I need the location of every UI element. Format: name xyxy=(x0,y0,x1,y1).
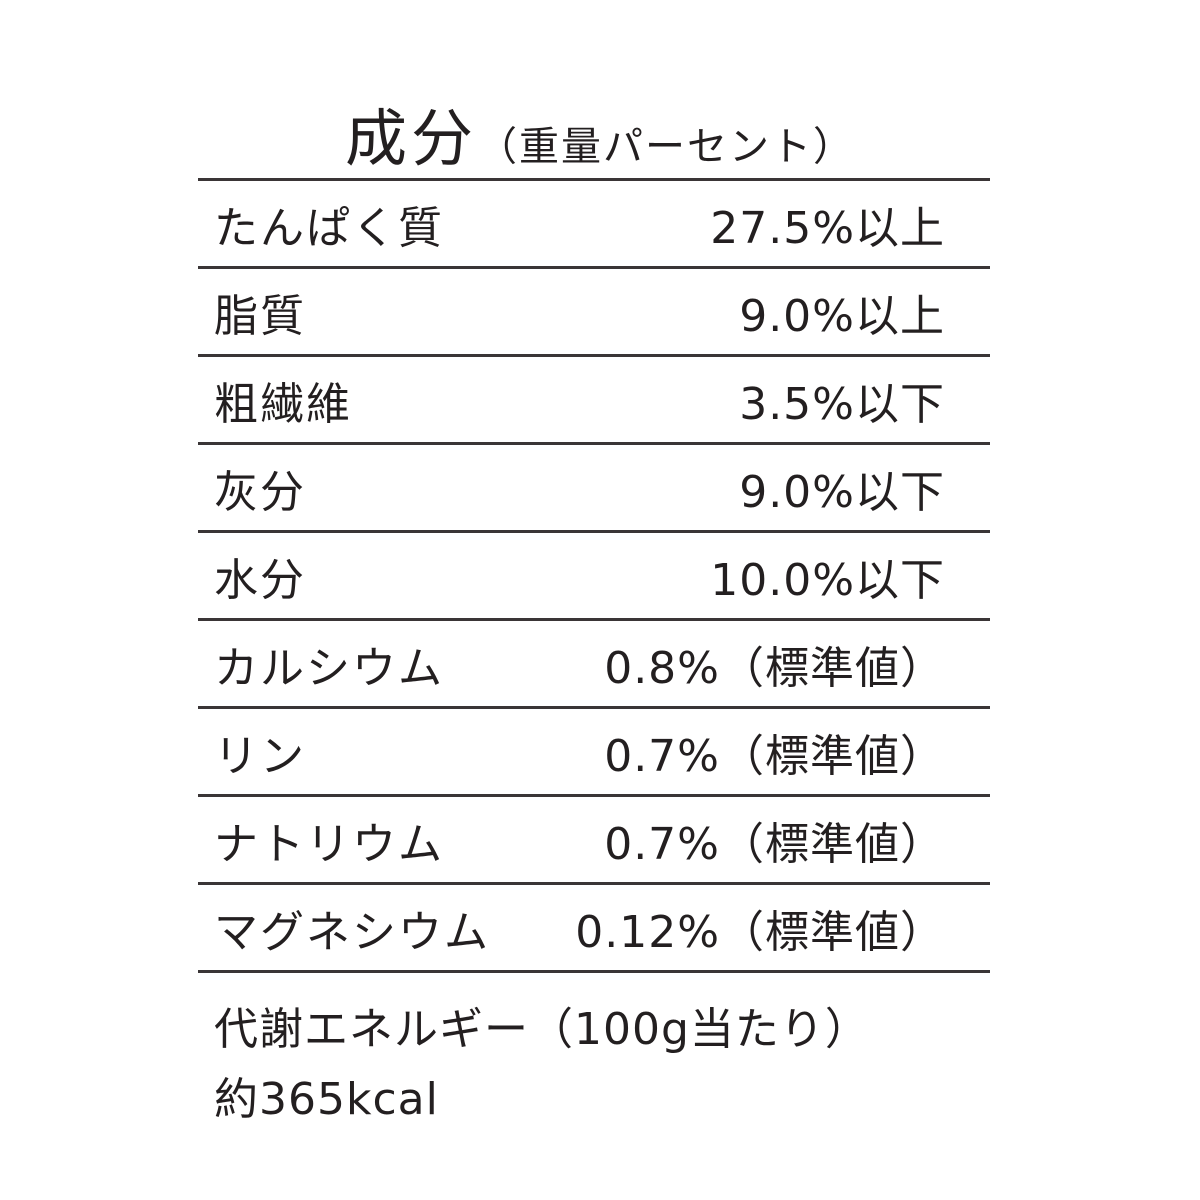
row-name: 脂質 xyxy=(214,290,306,342)
divider xyxy=(198,530,990,533)
table-row: 粗繊維 3.5%以下 xyxy=(198,357,990,442)
row-name: マグネシウム xyxy=(214,906,490,958)
row-name: ナトリウム xyxy=(214,818,444,870)
divider xyxy=(198,618,990,621)
row-value: 0.8%（標準値） xyxy=(604,642,945,694)
energy-value: 約365kcal xyxy=(214,1074,439,1125)
table-row: 脂質 9.0%以上 xyxy=(198,269,990,354)
row-name: リン xyxy=(214,730,306,782)
row-name: たんぱく質 xyxy=(214,202,444,254)
title-sub: （重量パーセント） xyxy=(477,124,855,170)
table-row: 水分 10.0%以下 xyxy=(198,533,990,618)
divider xyxy=(198,354,990,357)
row-name: カルシウム xyxy=(214,642,444,694)
table-row: 灰分 9.0%以下 xyxy=(198,445,990,530)
table-row: たんぱく質 27.5%以上 xyxy=(198,181,990,266)
row-value: 0.12%（標準値） xyxy=(575,906,945,958)
energy-note: 代謝エネルギー（100g当たり） 約365kcal xyxy=(214,995,870,1135)
table-row: マグネシウム 0.12%（標準値） xyxy=(198,885,990,970)
row-value: 3.5%以下 xyxy=(739,378,945,430)
divider xyxy=(198,178,990,181)
title-main: 成分 xyxy=(344,102,477,175)
energy-label: 代謝エネルギー（100g当たり） xyxy=(214,1004,870,1055)
divider xyxy=(198,970,990,973)
row-name: 粗繊維 xyxy=(214,378,352,430)
row-value: 0.7%（標準値） xyxy=(604,818,945,870)
divider xyxy=(198,794,990,797)
row-name: 灰分 xyxy=(214,466,306,518)
row-value: 10.0%以下 xyxy=(710,554,945,606)
table-row: ナトリウム 0.7%（標準値） xyxy=(198,797,990,882)
divider xyxy=(198,442,990,445)
row-name: 水分 xyxy=(214,554,306,606)
row-value: 27.5%以上 xyxy=(710,202,945,254)
table-row: リン 0.7%（標準値） xyxy=(198,709,990,794)
divider xyxy=(198,706,990,709)
ingredients-table: たんぱく質 27.5%以上 脂質 9.0%以上 粗繊維 3.5%以下 灰分 9.0%以下… xyxy=(198,178,990,973)
table-row: カルシウム 0.8%（標準値） xyxy=(198,621,990,706)
page-title: 成分（重量パーセント） xyxy=(0,88,1200,178)
row-value: 0.7%（標準値） xyxy=(604,730,945,782)
divider xyxy=(198,882,990,885)
row-value: 9.0%以上 xyxy=(739,290,945,342)
divider xyxy=(198,266,990,269)
row-value: 9.0%以下 xyxy=(739,466,945,518)
